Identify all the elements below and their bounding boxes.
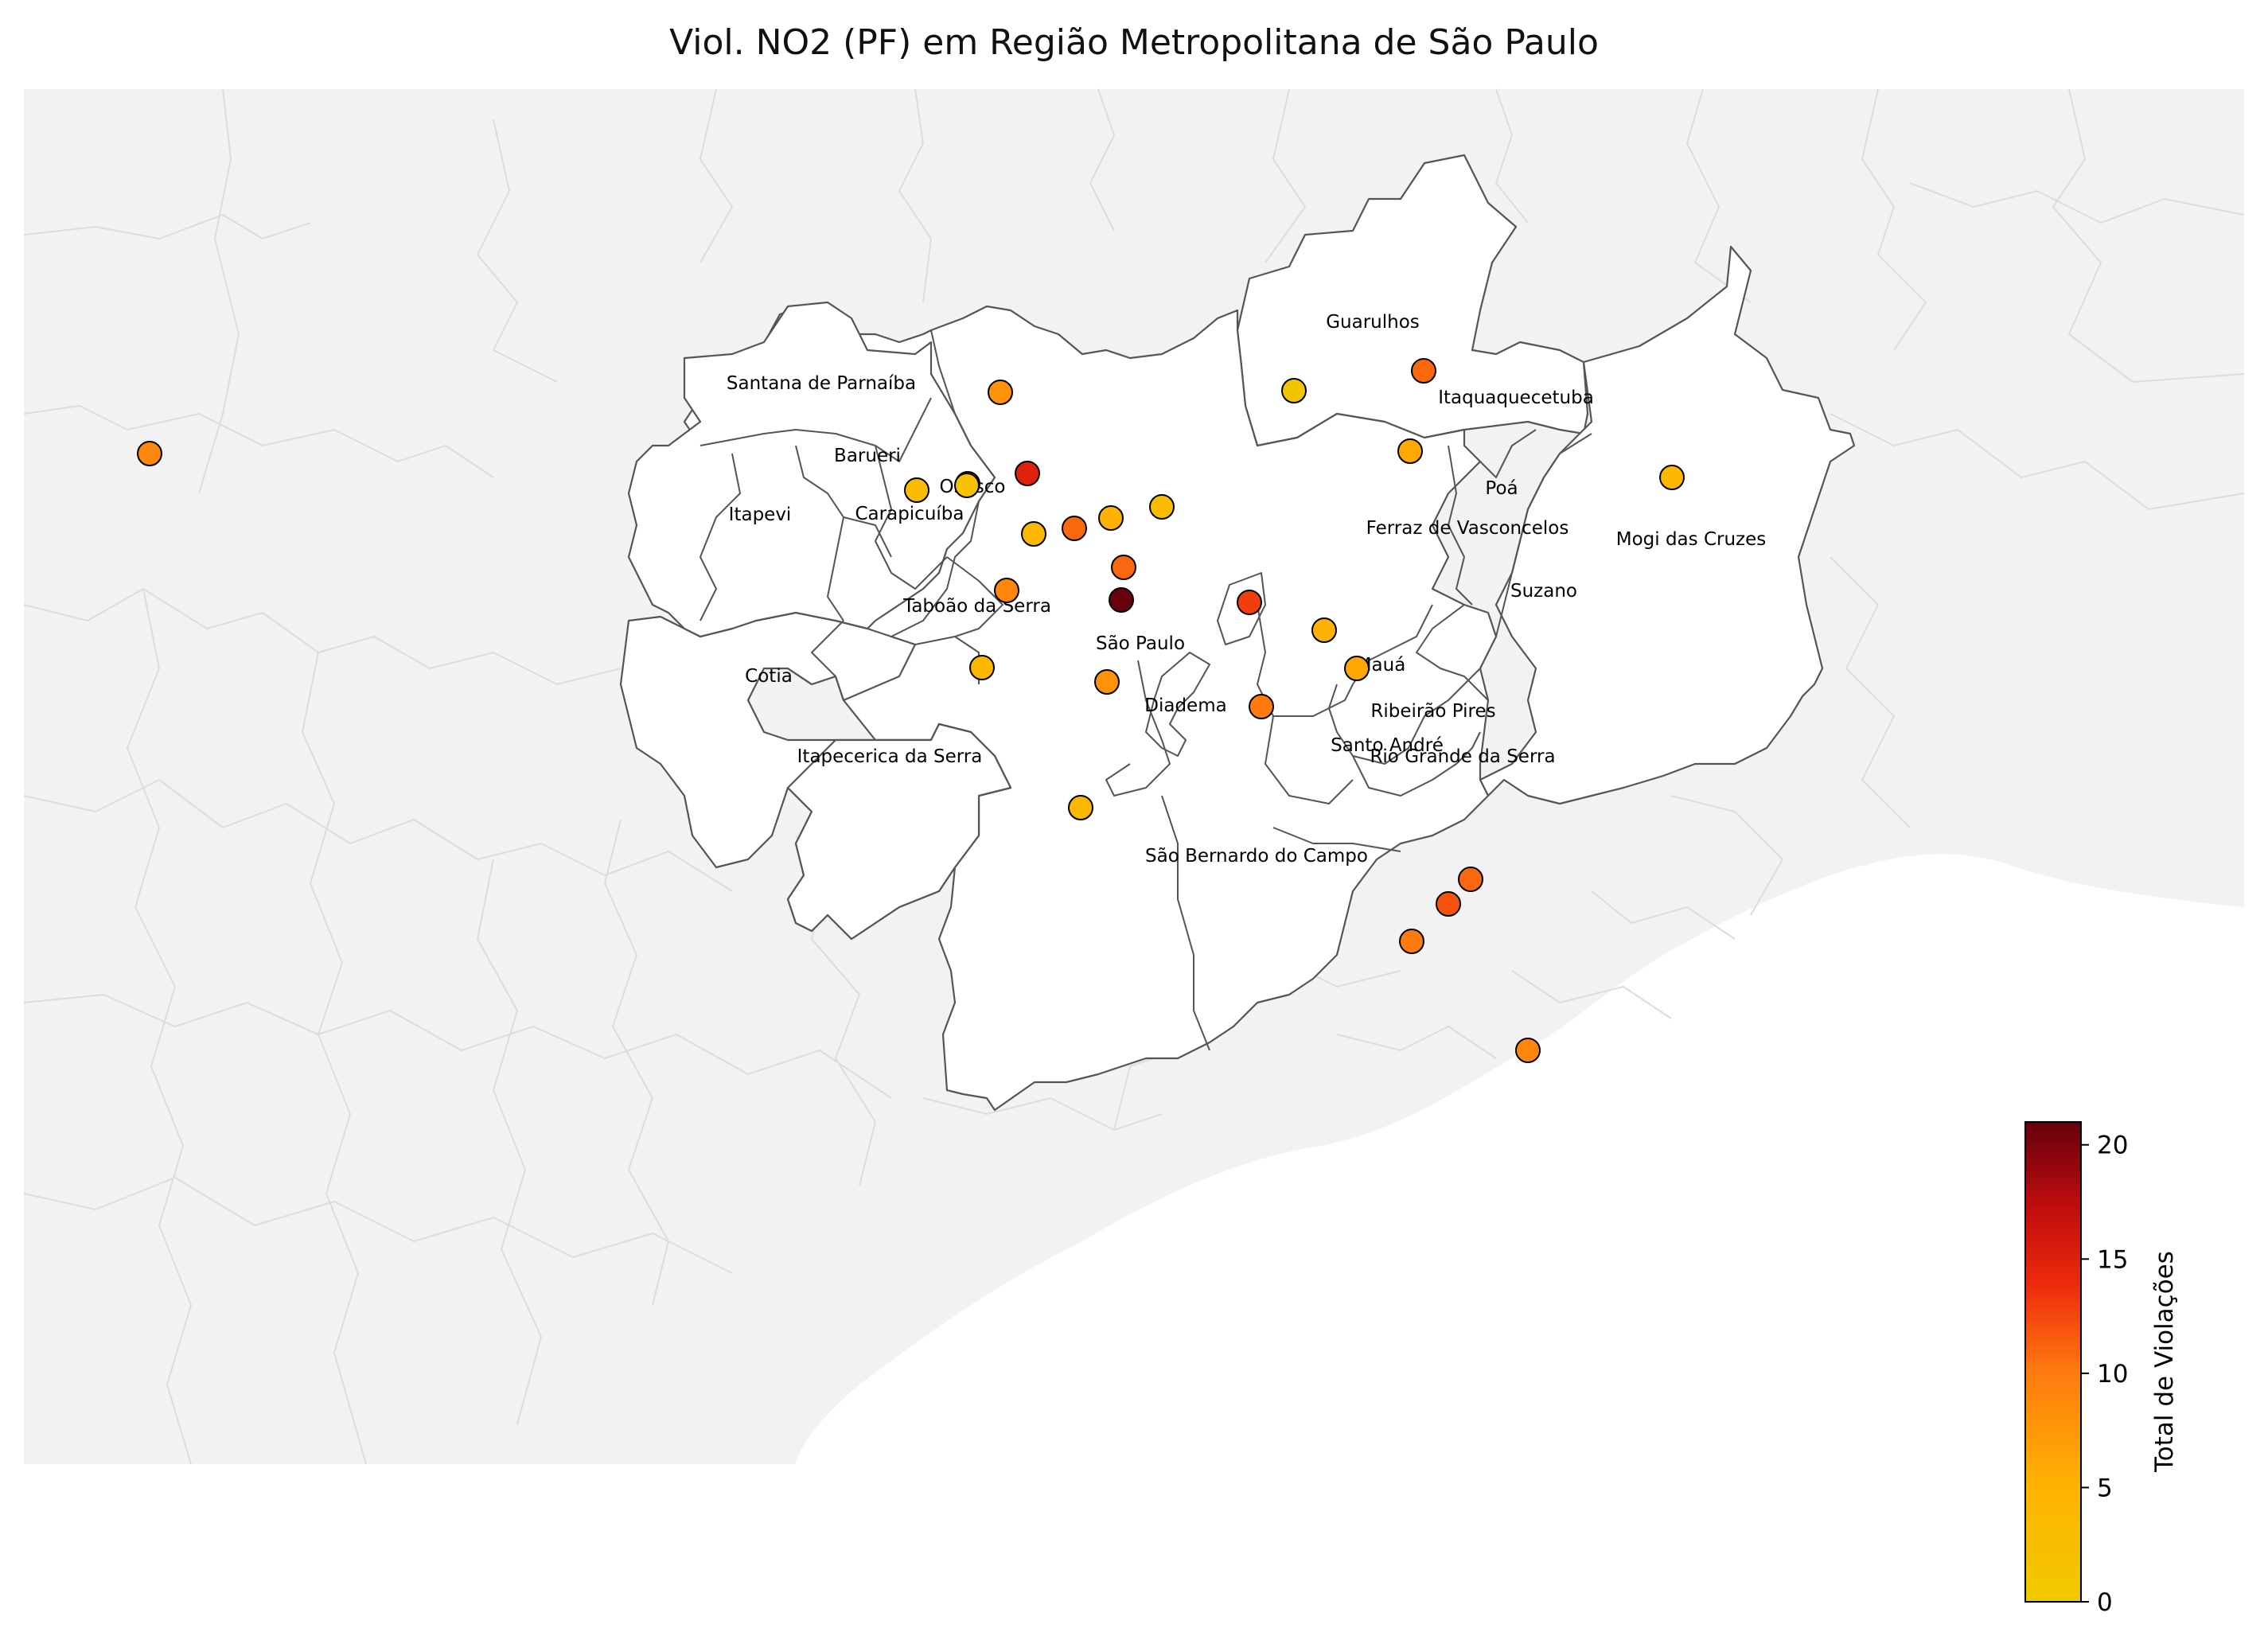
colorbar-ticks: 0 5 10 15 20 (2081, 1132, 2128, 1617)
station-marker (969, 655, 995, 680)
colorbar-tick-label: 20 (2097, 1132, 2128, 1160)
label-guarulhos: Guarulhos (1326, 312, 1420, 333)
station-marker (1149, 494, 1175, 520)
background-boundaries (23, 88, 2245, 1465)
station-marker (954, 473, 980, 498)
label-sao-bernardo-do-campo: São Bernardo do Campo (1145, 846, 1368, 867)
label-barueri: Barueri (834, 446, 901, 466)
station-marker (1344, 656, 1370, 681)
label-poa: Poá (1485, 478, 1518, 499)
colorbar-tick-label: 10 (2097, 1360, 2128, 1389)
colorbar-label: Total de Violações (2150, 1251, 2179, 1473)
label-sao-paulo: São Paulo (1096, 633, 1185, 654)
station-marker (1098, 505, 1124, 531)
colorbar-tick-label: 0 (2097, 1588, 2113, 1617)
station-marker (1659, 465, 1685, 490)
station-markers (137, 358, 1685, 1063)
station-marker (988, 380, 1013, 405)
station-marker (1281, 378, 1307, 403)
municipal-boundaries (699, 329, 1592, 1051)
label-itapecerica-da-serra: Itapecerica da Serra (797, 746, 983, 767)
station-marker (904, 477, 929, 503)
station-marker (1062, 516, 1087, 541)
colorbar-tick-label: 15 (2097, 1245, 2128, 1274)
region-west (627, 301, 996, 638)
label-diadema: Diadema (1144, 695, 1226, 716)
label-cotia: Cotia (745, 666, 793, 687)
station-marker (1021, 521, 1046, 547)
label-taboao-da-serra: Taboão da Serra (902, 596, 1051, 617)
station-marker (1397, 438, 1423, 464)
label-ribeirao-pires: Ribeirão Pires (1370, 701, 1495, 722)
station-marker (137, 441, 162, 466)
station-marker (1109, 587, 1134, 613)
station-marker (1515, 1038, 1541, 1063)
station-marker (1311, 617, 1337, 643)
station-marker (1111, 555, 1136, 580)
station-marker (1015, 461, 1040, 486)
station-marker (1068, 795, 1093, 820)
region-itapecerica (786, 723, 1012, 941)
label-carapicuiba: Carapicuíba (855, 504, 964, 524)
label-itapevi: Itapevi (729, 504, 792, 525)
municipality-labels: Guarulhos Santana de Parnaíba Itaquaquec… (727, 312, 1766, 867)
colorbar: 0 5 10 15 20 Total de Violações (2024, 1121, 2179, 1617)
label-itaquaquecetuba: Itaquaquecetuba (1438, 388, 1594, 408)
label-santana-de-parnaiba: Santana de Parnaíba (727, 373, 916, 394)
metropolitan-region (619, 154, 1856, 1112)
label-suzano: Suzano (1510, 581, 1577, 602)
station-marker (994, 578, 1019, 603)
map-title: Viol. NO2 (PF) em Região Metropolitana d… (669, 22, 1599, 63)
region-mogi (1479, 245, 1856, 805)
station-marker (1249, 694, 1274, 719)
label-ferraz-de-vasconcelos: Ferraz de Vasconcelos (1366, 518, 1569, 539)
station-marker (1399, 929, 1424, 954)
station-marker (1458, 867, 1483, 892)
colorbar-tick-label: 5 (2097, 1474, 2113, 1502)
station-marker (1237, 590, 1262, 615)
colorbar-gradient (2024, 1121, 2082, 1603)
label-mogi-das-cruzes: Mogi das Cruzes (1616, 529, 1767, 550)
label-santo-andre: Santo André (1331, 735, 1444, 756)
station-marker (1094, 669, 1120, 695)
label-rio-grande-da-serra: Rio Grande da Serra (1370, 746, 1555, 767)
station-marker (1436, 891, 1461, 917)
station-marker (1411, 358, 1436, 384)
